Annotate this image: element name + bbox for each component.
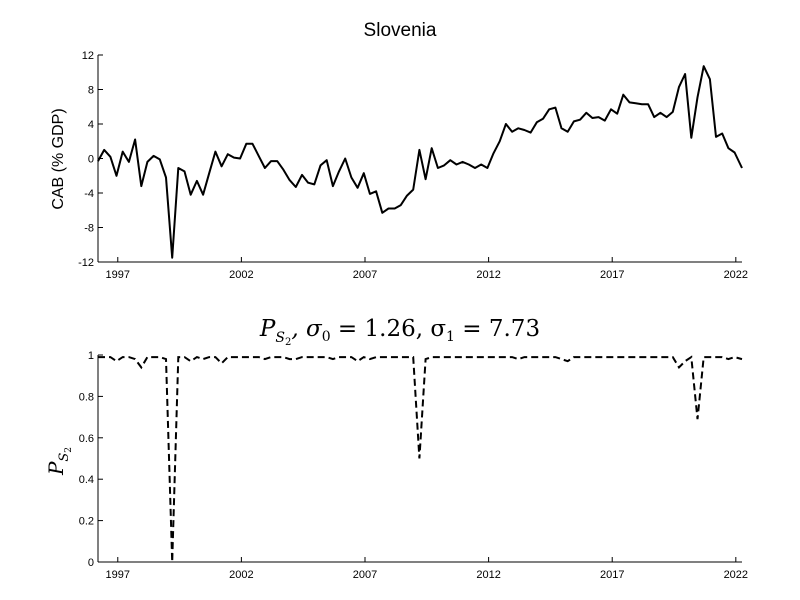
cab-y-tick-label: 12 (82, 50, 94, 62)
probability-y-tick-label: 0.8 (79, 391, 94, 403)
cab-x-tick-label: 2007 (353, 269, 377, 281)
cab-y-tick-label: -4 (84, 188, 94, 200)
probability-y-axis-label: PS2 (44, 447, 74, 476)
cab-x-tick-label: 2002 (229, 269, 253, 281)
probability-y-tick-label: 0.2 (79, 516, 94, 528)
cab-chart: Slovenia CAB (% GDP) 1997 2002 2007 2012 201… (50, 20, 748, 281)
probability-y-tick-label: 1 (88, 350, 94, 362)
cab-x-tick-label: 1997 (106, 269, 130, 281)
probability-y-tick-label: 0.6 (79, 433, 94, 445)
cab-series-line (97, 65, 743, 259)
cab-y-tick-label: -12 (78, 257, 94, 269)
cab-y-tick-label: 8 (88, 85, 94, 97)
cab-x-tick-label: 2017 (600, 269, 624, 281)
probability-x-tick-label: 2022 (724, 569, 748, 581)
probability-chart: PS2, σ0 = 1.26, σ1 = 7.73 PS2 1997 2002 20… (44, 316, 748, 581)
probability-y-tick-label: 0.4 (79, 474, 94, 486)
cab-y-tick-label: 0 (88, 154, 94, 166)
probability-x-tick-label: 1997 (106, 569, 130, 581)
cab-x-tick-label: 2022 (724, 269, 748, 281)
probability-x-tick-label: 2007 (353, 569, 377, 581)
probability-x-tick-label: 2017 (600, 569, 624, 581)
cab-y-axis-label: CAB (% GDP) (50, 108, 67, 209)
probability-x-tick-label: 2002 (229, 569, 253, 581)
cab-x-tick-label: 2012 (476, 269, 500, 281)
cab-ticks: 1997 2002 2007 2012 2017 2022 -12 -8 -4 0 4 8 12 (78, 50, 748, 281)
cab-y-tick-label: 4 (88, 119, 94, 131)
probability-chart-title: PS2, σ0 = 1.26, σ1 = 7.73 (259, 316, 540, 348)
probability-y-tick-label: 0 (88, 557, 94, 569)
probability-ticks: 1997 2002 2007 2012 2017 2022 0 0.2 0.4 0.6 0.8 1 (79, 350, 748, 581)
probability-x-tick-label: 2012 (476, 569, 500, 581)
probability-series-line (98, 355, 743, 563)
cab-y-tick-label: -8 (84, 223, 94, 235)
cab-chart-title: Slovenia (364, 20, 437, 41)
